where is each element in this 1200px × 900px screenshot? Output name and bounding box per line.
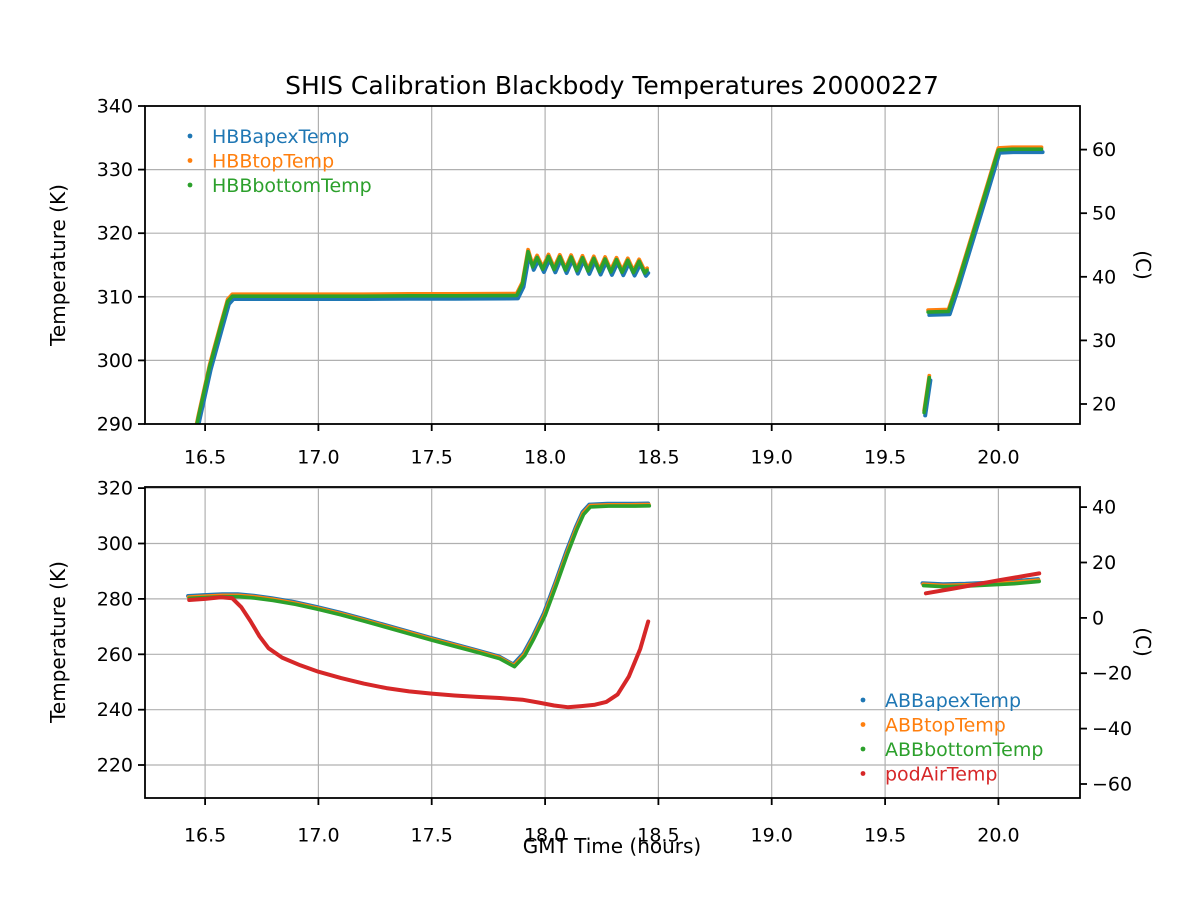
y-tick-label: 310 bbox=[97, 286, 133, 308]
bottom-plot-ylabel-left: Temperature (K) bbox=[46, 561, 70, 723]
y-tick-label: 280 bbox=[97, 588, 133, 610]
top-plot-ylabel-left: Temperature (K) bbox=[46, 184, 70, 346]
legend-marker bbox=[860, 771, 866, 776]
y-tick-label: 290 bbox=[97, 414, 133, 436]
x-tick-label: 17.5 bbox=[411, 447, 453, 469]
series-ABBbottomTemp bbox=[187, 504, 652, 669]
x-tick-label: 17.0 bbox=[297, 447, 339, 469]
x-tick-label: 20.0 bbox=[977, 447, 1019, 469]
right-tick-label: −60 bbox=[1092, 774, 1132, 796]
series-ABBtopTemp bbox=[186, 502, 651, 668]
bottom-plot-ylabel-right: (C) bbox=[1131, 627, 1155, 657]
right-tick-label: 20 bbox=[1092, 394, 1116, 416]
right-tick-label: 60 bbox=[1092, 139, 1116, 161]
legend-label: ABBbottomTemp bbox=[885, 739, 1043, 761]
legend-marker bbox=[187, 133, 193, 139]
y-tick-label: 240 bbox=[97, 699, 133, 721]
series-podAirTemp bbox=[923, 571, 1042, 596]
right-tick-label: 50 bbox=[1092, 203, 1116, 225]
series-HBBapexTemp bbox=[927, 150, 1045, 317]
x-tick-label: 17.5 bbox=[411, 825, 453, 847]
legend-label: ABBapexTemp bbox=[885, 690, 1021, 712]
x-axis-label: GMT Time (hours) bbox=[522, 834, 702, 858]
y-tick-label: 220 bbox=[97, 755, 133, 777]
x-tick-label: 16.5 bbox=[184, 447, 226, 469]
right-tick-label: −40 bbox=[1092, 718, 1132, 740]
abb-plot-spines bbox=[144, 486, 1081, 799]
top-plot-ylabel-right: (C) bbox=[1131, 250, 1155, 280]
legend-label: HBBtopTemp bbox=[212, 151, 334, 173]
series-podAirTemp bbox=[187, 595, 651, 710]
x-tick-label: 18.5 bbox=[637, 825, 679, 847]
right-tick-label: 40 bbox=[1092, 266, 1116, 288]
legend-marker bbox=[187, 158, 193, 163]
legend-label: HBBapexTemp bbox=[212, 126, 349, 148]
series-HBBtopTemp bbox=[926, 145, 1044, 313]
legend-marker bbox=[187, 182, 193, 188]
legend-label: podAirTemp bbox=[885, 764, 997, 786]
legend-marker bbox=[860, 746, 866, 752]
x-tick-label: 18.0 bbox=[524, 825, 566, 847]
hbb-plot-ticks bbox=[138, 105, 1087, 431]
abb-plot-tick-labels: 16.5 17.0 17.5 18.0 18.5 19.0 19.5 20.0 220 240 26… bbox=[97, 478, 1132, 847]
hbb-plot-spines bbox=[144, 105, 1081, 425]
x-tick-label: 19.5 bbox=[864, 447, 906, 469]
y-tick-label: 320 bbox=[97, 478, 133, 500]
right-tick-label: −20 bbox=[1092, 663, 1132, 685]
hbb-plot-series bbox=[194, 145, 1045, 424]
series-HBBbottomTemp bbox=[922, 375, 932, 415]
chart-title: SHIS Calibration Blackbody Temperatures … bbox=[285, 71, 939, 100]
series-HBBbottomTemp bbox=[926, 147, 1044, 314]
x-tick-label: 19.0 bbox=[751, 447, 793, 469]
series-HBBbottomTemp bbox=[195, 249, 649, 424]
x-tick-label: 19.5 bbox=[864, 825, 906, 847]
y-tick-label: 300 bbox=[97, 533, 133, 555]
right-tick-label: 0 bbox=[1092, 607, 1104, 629]
y-tick-label: 260 bbox=[97, 644, 133, 666]
y-tick-label: 300 bbox=[97, 350, 133, 372]
right-tick-label: 20 bbox=[1092, 552, 1116, 574]
x-tick-label: 19.0 bbox=[751, 825, 793, 847]
abb-plot-grid bbox=[145, 487, 1080, 798]
hbb-plot-tick-labels: 16.5 17.0 17.5 18.0 18.5 19.0 19.5 20.0 290 300 31… bbox=[97, 96, 1116, 469]
abb-plot-ticks bbox=[138, 487, 1087, 805]
right-tick-label: 40 bbox=[1092, 497, 1116, 519]
x-tick-label: 18.5 bbox=[637, 447, 679, 469]
x-tick-label: 16.5 bbox=[184, 825, 226, 847]
right-tick-label: 30 bbox=[1092, 330, 1116, 352]
x-tick-label: 20.0 bbox=[977, 825, 1019, 847]
legend-label: ABBtopTemp bbox=[885, 715, 1006, 737]
legend-marker bbox=[860, 697, 866, 703]
x-tick-label: 18.0 bbox=[524, 447, 566, 469]
legend-marker bbox=[860, 722, 866, 727]
y-tick-label: 340 bbox=[97, 96, 133, 118]
abb-plot-series bbox=[186, 501, 1042, 710]
y-tick-label: 320 bbox=[97, 223, 133, 245]
series-HBBapexTemp bbox=[196, 252, 651, 424]
y-tick-label: 330 bbox=[97, 159, 133, 181]
series-HBBtopTemp bbox=[194, 247, 649, 424]
legend-label: HBBbottomTemp bbox=[212, 175, 372, 197]
x-tick-label: 17.0 bbox=[297, 825, 339, 847]
